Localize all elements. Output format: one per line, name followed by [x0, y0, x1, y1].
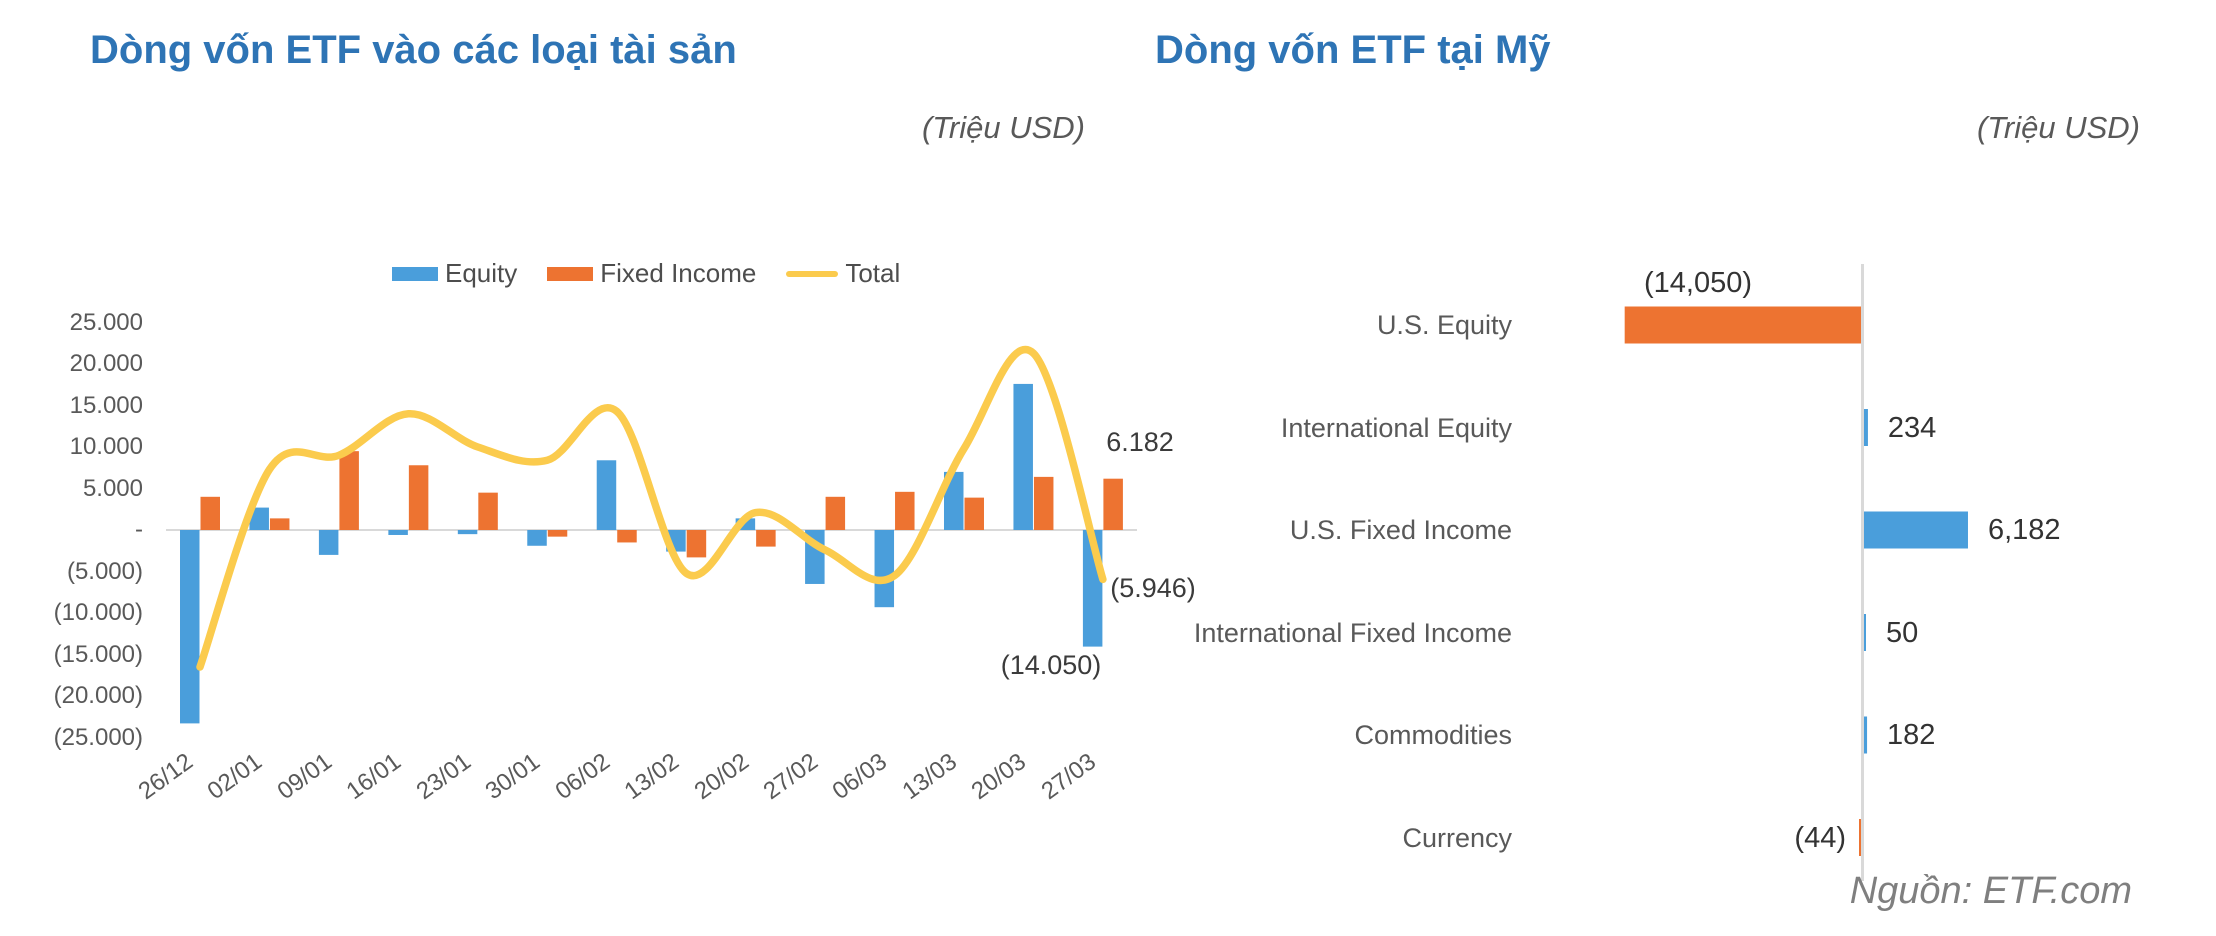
equity-bar-20/03 — [1013, 383, 1033, 530]
y-axis-label: (10.000) — [53, 599, 143, 626]
equity-bar-23/01 — [457, 530, 478, 535]
y-axis-label: 25.000 — [69, 308, 143, 336]
legend-label-total: Total — [845, 258, 901, 288]
y-axis-label: (25.000) — [53, 723, 143, 751]
fixed-income-bar-30/01 — [547, 530, 568, 537]
fixed-income-bar-06/03 — [895, 491, 915, 530]
equity-bar-26/12 — [180, 530, 200, 724]
source-credit: Nguồn: ETF.com — [1849, 870, 2132, 912]
data-label-fixed-income-last: 6.182 — [1106, 427, 1174, 457]
right-value-label: 50 — [1886, 616, 1919, 649]
equity-bar-06/02 — [596, 460, 617, 530]
equity-bar-09/01 — [318, 530, 339, 555]
y-axis-label: - — [135, 516, 143, 543]
fixed-income-bar-13/02 — [686, 530, 707, 558]
y-axis-label: 20.000 — [69, 350, 143, 377]
right-category-label: U.S. Equity — [1376, 310, 1512, 340]
right-category-label: Currency — [1402, 822, 1512, 853]
legend-item-total: Total — [786, 258, 900, 289]
us-flow-bar-international-fixed-income — [1864, 614, 1866, 651]
fixed-income-bar-20/03 — [1033, 476, 1054, 530]
fixed-income-bar-23/01 — [478, 492, 498, 530]
right-value-label: 182 — [1887, 719, 1936, 751]
y-axis-label: (5.000) — [66, 557, 143, 585]
us-flow-bar-currency — [1859, 819, 1861, 856]
right-category-label: International Fixed Income — [1193, 617, 1512, 648]
left-chart-title: Dòng vốn ETF vào các loại tài sản — [90, 28, 737, 72]
legend-item-fixed-income: Fixed Income — [547, 258, 756, 289]
us-flow-bar-u-s-equity — [1624, 306, 1861, 344]
data-label-equity-last: (14.050) — [1000, 650, 1102, 680]
fixed-income-bar-26/12 — [200, 496, 220, 530]
right-value-label: (44) — [1794, 821, 1846, 854]
fixed-income-swatch-icon — [547, 266, 594, 281]
right-category-label: Commodities — [1354, 720, 1512, 750]
y-axis-label: (20.000) — [53, 682, 143, 709]
equity-bar-06/03 — [874, 530, 895, 608]
y-axis-label: 15.000 — [69, 391, 143, 419]
right-category-label: International Equity — [1280, 412, 1512, 443]
us-flow-bar-u-s-fixed-income — [1864, 511, 1968, 549]
right-chart-title: Dòng vốn ETF tại Mỹ — [1155, 28, 1551, 72]
equity-bar-30/01 — [527, 530, 547, 546]
fixed-income-bar-13/03 — [964, 497, 984, 530]
legend: Equity Fixed Income Total — [392, 258, 900, 289]
us-flow-bar-commodities — [1864, 716, 1868, 754]
right-value-label: 6,182 — [1987, 514, 2061, 546]
total-line-swatch-icon — [786, 270, 839, 277]
left-chart-unit-label: (Triệu USD) — [921, 110, 1085, 145]
legend-label-fixed-income: Fixed Income — [600, 258, 757, 288]
fixed-income-bar-06/02 — [617, 530, 637, 543]
fixed-income-bar-09/01 — [339, 451, 359, 530]
equity-bar-20/02 — [735, 518, 756, 530]
right-value-label: (14,050) — [1643, 267, 1752, 299]
data-label-total-last: (5.946) — [1110, 573, 1196, 603]
fixed-income-bar-02/01 — [269, 518, 290, 530]
fixed-income-bar-20/02 — [756, 530, 776, 547]
legend-label-equity: Equity — [445, 258, 518, 288]
right-chart-unit-label: (Triệu USD) — [1976, 110, 2140, 145]
equity-bar-13/03 — [943, 471, 964, 530]
right-value-label: 234 — [1887, 411, 1937, 444]
us-flow-bar-international-equity — [1864, 409, 1868, 446]
y-axis-label: 5.000 — [82, 474, 143, 502]
right-category-label: U.S. Fixed Income — [1289, 515, 1512, 545]
y-axis-label: 10.000 — [69, 433, 143, 460]
equity-swatch-icon — [392, 266, 438, 281]
equity-bar-02/01 — [249, 507, 269, 530]
fixed-income-bar-27/02 — [825, 496, 846, 530]
fixed-income-bar-27/03 — [1103, 478, 1123, 530]
legend-item-equity: Equity — [392, 258, 517, 289]
fixed-income-bar-16/01 — [408, 465, 429, 530]
equity-bar-16/01 — [388, 530, 408, 535]
total-line — [196, 346, 1107, 671]
y-axis-label: (15.000) — [53, 640, 143, 668]
